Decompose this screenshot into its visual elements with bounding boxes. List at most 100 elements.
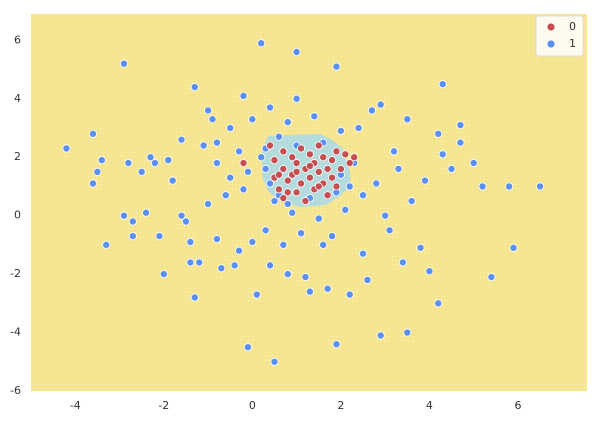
point [195, 258, 204, 267]
point [354, 123, 363, 132]
point [292, 188, 301, 197]
legend-marker [546, 39, 556, 49]
point [509, 243, 518, 252]
point [235, 246, 244, 255]
point [328, 173, 337, 182]
point [323, 284, 332, 293]
point [297, 179, 306, 188]
point [243, 167, 252, 176]
point [283, 270, 292, 279]
point [536, 182, 545, 191]
x-tick-label: -4 [70, 399, 81, 412]
point [341, 205, 350, 214]
point [469, 159, 478, 168]
point [359, 249, 368, 258]
point [283, 188, 292, 197]
point [62, 144, 71, 153]
point [279, 194, 288, 203]
point [314, 182, 323, 191]
point [332, 147, 341, 156]
point [420, 176, 429, 185]
point [102, 240, 111, 249]
point [168, 176, 177, 185]
point [367, 106, 376, 115]
point [332, 340, 341, 349]
y-tick-label: -2 [10, 267, 21, 280]
point [199, 141, 208, 150]
point [376, 100, 385, 109]
point [292, 47, 301, 56]
point [319, 153, 328, 162]
point [270, 357, 279, 366]
point [266, 179, 275, 188]
point [438, 150, 447, 159]
x-tick-label: 6 [514, 399, 521, 412]
point [288, 153, 297, 162]
point [283, 176, 292, 185]
point [434, 299, 443, 308]
point [438, 80, 447, 89]
point [372, 179, 381, 188]
point [204, 199, 213, 208]
legend-label: 0 [569, 20, 576, 33]
point [274, 132, 283, 141]
point [190, 293, 199, 302]
y-tick-label: -4 [10, 326, 21, 339]
point [239, 91, 248, 100]
point [279, 164, 288, 173]
point [505, 182, 514, 191]
point [310, 112, 319, 121]
point [124, 159, 133, 168]
point [155, 232, 164, 241]
point [97, 156, 106, 165]
point [257, 153, 266, 162]
point [314, 141, 323, 150]
point [137, 167, 146, 176]
point [398, 258, 407, 267]
point [274, 185, 283, 194]
point [261, 226, 270, 235]
point [283, 199, 292, 208]
x-tick-label: 4 [426, 399, 433, 412]
point [345, 159, 354, 168]
point [283, 118, 292, 127]
point [292, 159, 301, 168]
point [226, 173, 235, 182]
point [164, 156, 173, 165]
point [425, 267, 434, 276]
point [350, 153, 359, 162]
point [301, 273, 310, 282]
point [274, 170, 283, 179]
point [416, 243, 425, 252]
legend: 01 [535, 15, 584, 57]
point [359, 191, 368, 200]
point [478, 182, 487, 191]
point [88, 179, 97, 188]
point [394, 164, 403, 173]
point [336, 126, 345, 135]
point [266, 261, 275, 270]
point [212, 138, 221, 147]
point [447, 164, 456, 173]
point [336, 164, 345, 173]
point [186, 258, 195, 267]
point [487, 273, 496, 282]
point [385, 226, 394, 235]
point [403, 328, 412, 337]
point [345, 290, 354, 299]
point [190, 83, 199, 92]
point [301, 197, 310, 206]
point [212, 159, 221, 168]
x-tick-label: -2 [158, 399, 169, 412]
point [345, 182, 354, 191]
point [252, 290, 261, 299]
point [239, 185, 248, 194]
point [292, 167, 301, 176]
point [119, 211, 128, 220]
point [128, 232, 137, 241]
point [226, 123, 235, 132]
point [239, 159, 248, 168]
x-tick-label: 2 [337, 399, 344, 412]
point [434, 129, 443, 138]
point [297, 229, 306, 238]
